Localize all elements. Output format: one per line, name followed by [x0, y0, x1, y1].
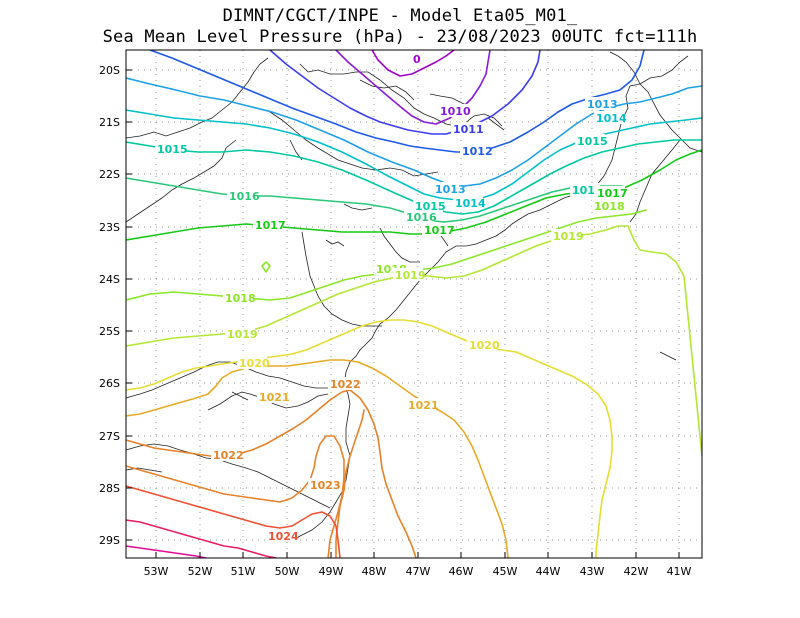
lat-tick-label: 27S	[99, 430, 120, 443]
isobar-1022-inner	[335, 409, 365, 558]
lon-tick-label: 46W	[449, 565, 474, 578]
isobar-label: 1017	[424, 224, 455, 237]
isobar-label: 1017	[255, 219, 286, 232]
isobar-label: 1013	[435, 183, 466, 196]
title-line-1: DIMNT/CGCT/INPE - Model Eta05_M01_	[222, 6, 578, 26]
isobar-label: 1022	[330, 378, 361, 391]
lon-tick-label: 50W	[275, 565, 300, 578]
isobar-1019	[126, 225, 702, 457]
lat-tick-label: 22S	[99, 168, 120, 181]
isobar-label: 1015	[572, 184, 603, 197]
isobar-1020	[126, 319, 613, 558]
isobar-label: 1024	[268, 530, 299, 543]
lon-tick-label: 49W	[319, 565, 344, 578]
lon-tick-label: 44W	[536, 565, 561, 578]
isobar-label: 1019	[553, 230, 584, 243]
isobar-1021	[126, 359, 509, 558]
isobar-1024	[126, 485, 341, 558]
lat-tick-label: 25S	[99, 325, 120, 338]
isobar-label: 1016	[229, 190, 260, 203]
isobar-1012	[149, 50, 645, 153]
isobar-label: 1022	[213, 449, 244, 462]
isobar-label: 1019	[395, 269, 426, 282]
isobars	[126, 50, 702, 558]
lon-tick-label: 45W	[493, 565, 518, 578]
isobar-label: 0	[413, 53, 421, 66]
isobar-label: 1015	[577, 135, 608, 148]
lat-tick-label: 29S	[99, 534, 120, 547]
lat-tick-label: 26S	[99, 377, 120, 390]
lon-tick-label: 51W	[231, 565, 256, 578]
isobar-label: 1019	[227, 328, 258, 341]
isobar-label: 1020	[469, 339, 500, 352]
lat-axis: 20S 21S 22S 23S 24S 25S 26S 27S 28S 29S	[99, 64, 132, 547]
lon-axis: 53W 52W 51W 50W 49W 48W 47W 46W 45W 44W …	[144, 552, 692, 578]
isobar-1011	[269, 50, 541, 135]
lon-tick-label: 48W	[362, 565, 387, 578]
lon-tick-label: 52W	[188, 565, 213, 578]
isobar-1015	[126, 139, 702, 215]
lon-tick-label: 42W	[624, 565, 649, 578]
isobar-1022	[126, 389, 417, 558]
isobar-label: 1011	[453, 123, 484, 136]
isobar-label: 1014	[596, 112, 627, 125]
isobar-1026	[126, 545, 207, 558]
isobar-label: 1015	[415, 200, 446, 213]
isobar-1025	[126, 519, 277, 558]
isobar-1014	[126, 109, 702, 201]
lon-tick-label: 43W	[580, 565, 605, 578]
grid	[126, 50, 702, 558]
lat-tick-label: 21S	[99, 116, 120, 129]
isobar-label: 1018	[225, 292, 256, 305]
isobar-1013	[126, 77, 702, 187]
isobar-label: 1021	[259, 391, 290, 404]
isobar-label: 1020	[239, 357, 270, 370]
lon-tick-label: 41W	[667, 565, 692, 578]
lat-tick-label: 24S	[99, 273, 120, 286]
lat-tick-label: 28S	[99, 482, 120, 495]
isobar-label: 1018	[594, 200, 625, 213]
isobar-1018-closed	[261, 261, 271, 273]
contour-labels: 0 1010 1011 1012 1013 1013 1014 1014 101…	[155, 52, 628, 543]
title-line-2: Sea Mean Level Pressure (hPa) - 23/08/20…	[102, 27, 698, 47]
isobar-label: 1015	[157, 143, 188, 156]
isobar-1018	[126, 209, 647, 301]
lon-tick-label: 53W	[144, 565, 169, 578]
plot-frame	[125, 49, 703, 559]
isobar-label: 1013	[587, 98, 618, 111]
lat-tick-label: 23S	[99, 221, 120, 234]
isobar-label: 1017	[597, 187, 628, 200]
isobar-1023	[126, 435, 345, 558]
isobar-1009	[371, 50, 455, 77]
isobar-label: 1023	[310, 479, 341, 492]
isobar-label: 1021	[408, 399, 439, 412]
isobar-label: 1016	[406, 211, 437, 224]
lon-tick-label: 47W	[406, 565, 431, 578]
lat-tick-label: 20S	[99, 64, 120, 77]
isobar-1010	[335, 50, 491, 125]
isobar-label: 1010	[440, 105, 471, 118]
isobar-label: 1014	[455, 197, 486, 210]
isobar-label: 1012	[462, 145, 493, 158]
coastline	[126, 51, 702, 543]
